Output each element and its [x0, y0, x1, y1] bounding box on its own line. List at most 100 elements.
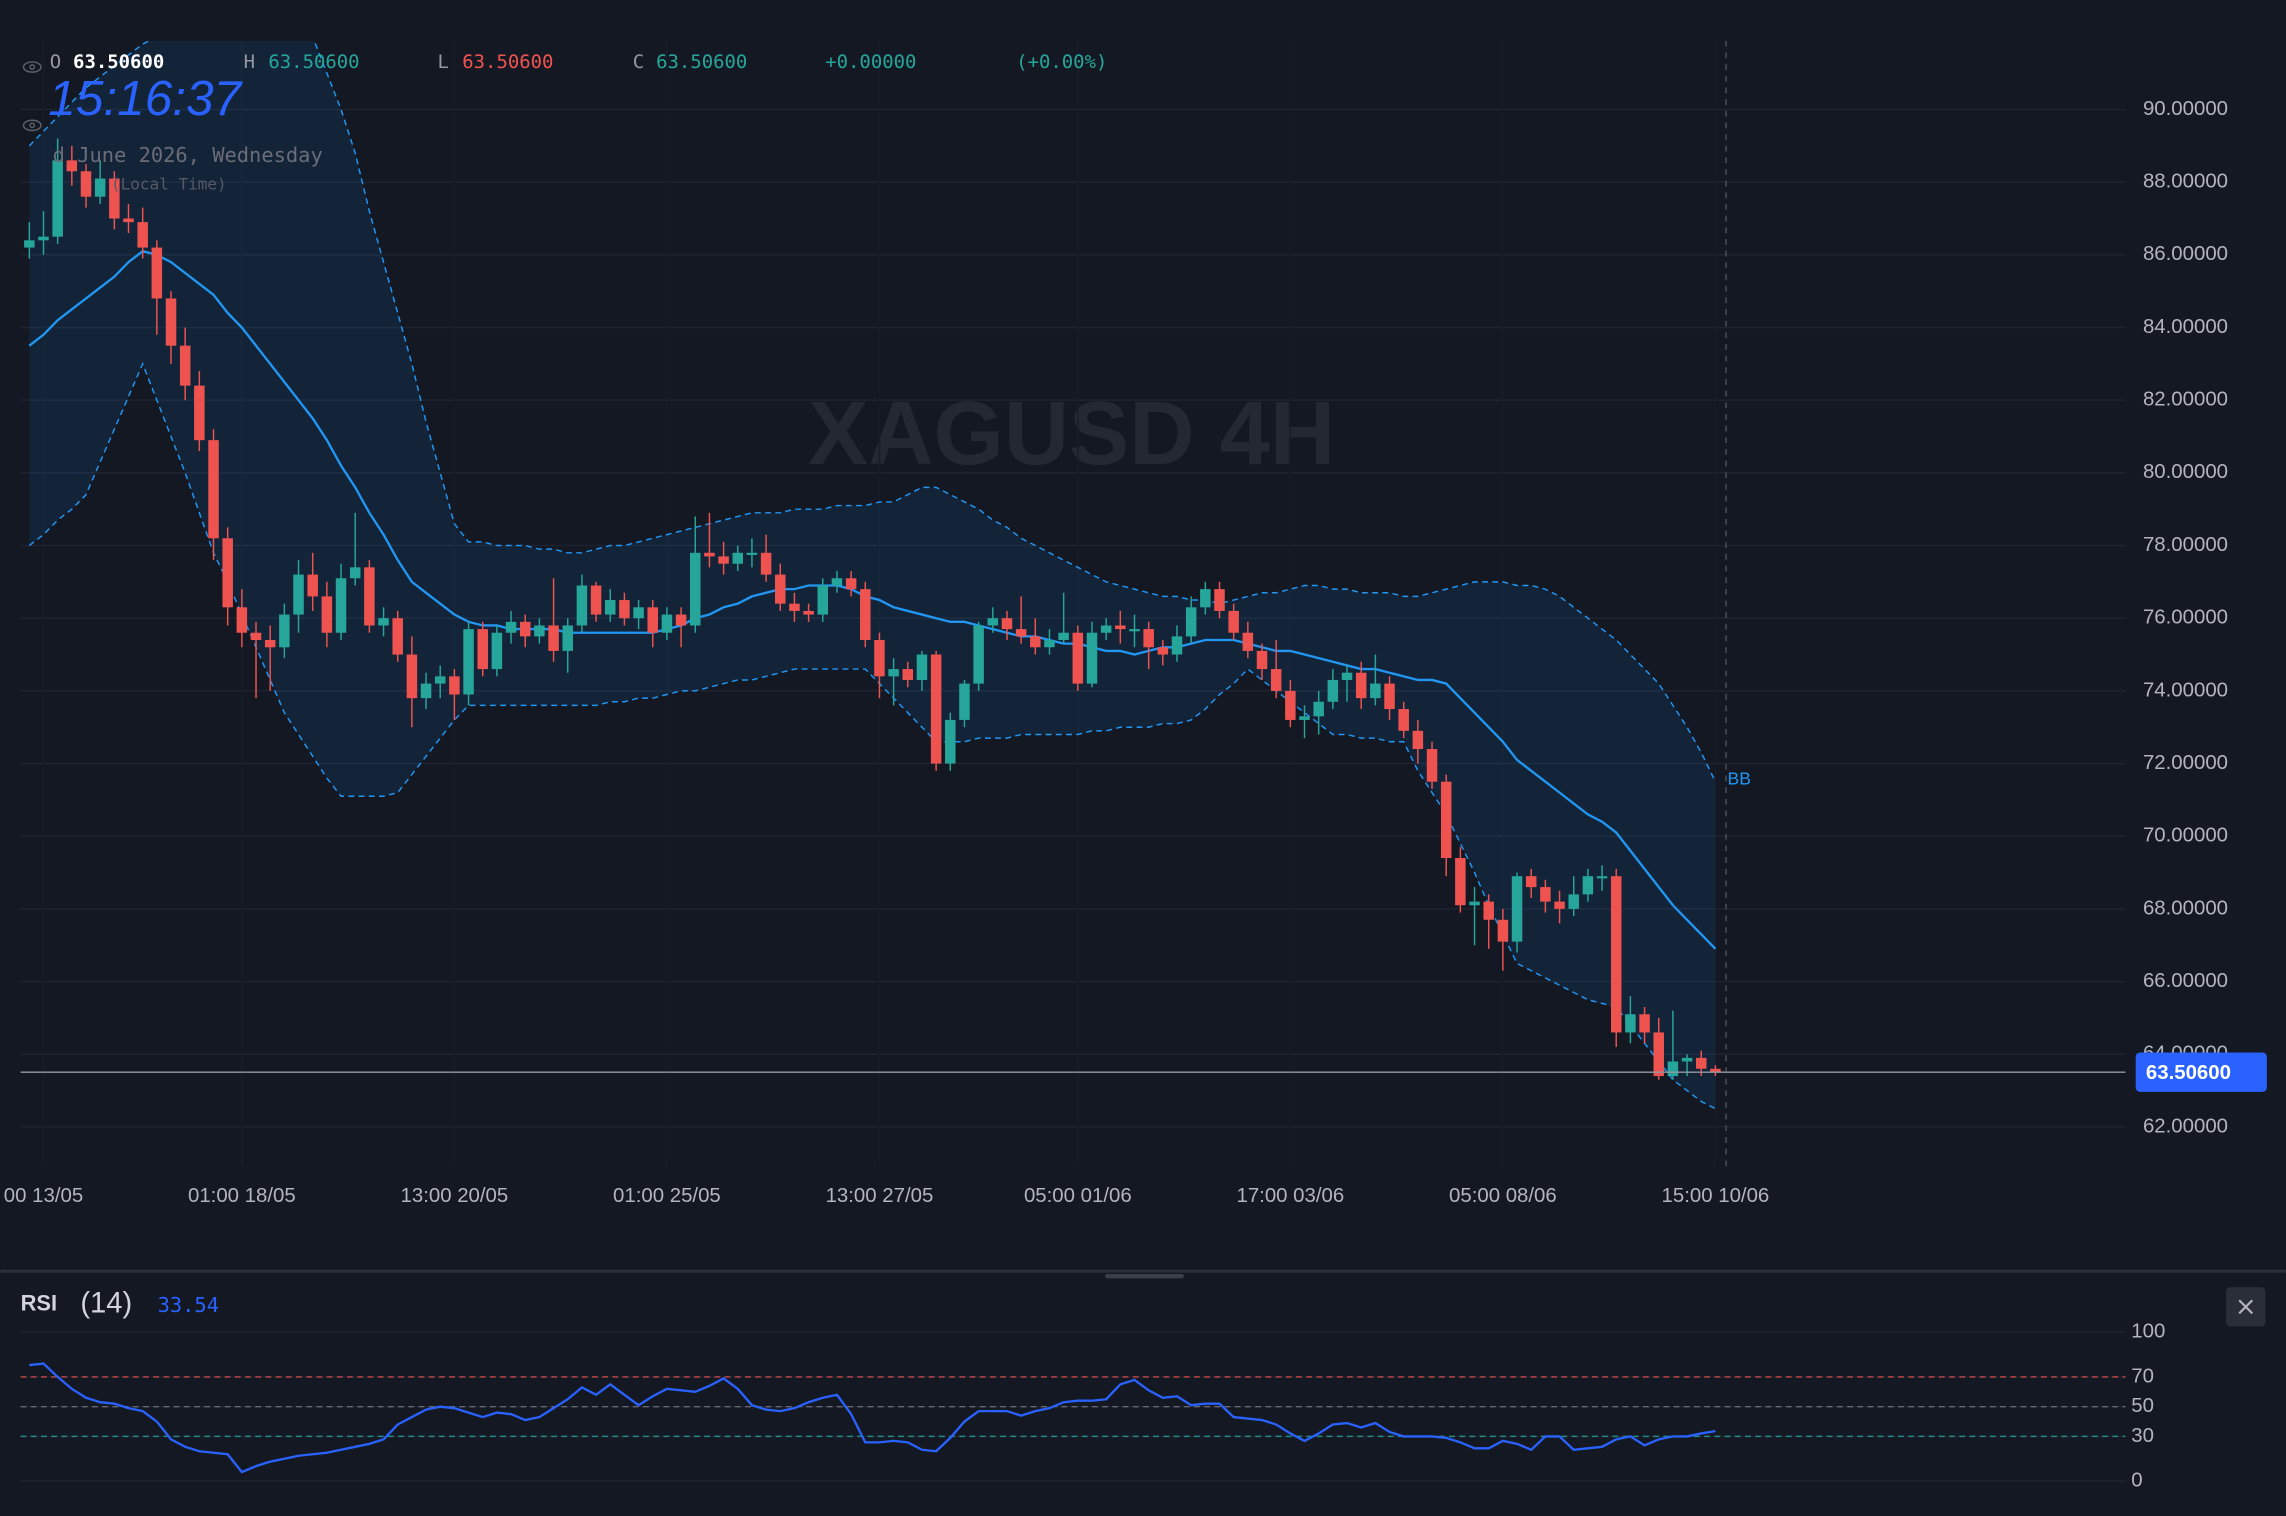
candle-body — [1525, 876, 1537, 888]
candle-body — [661, 614, 673, 633]
candle-body — [746, 552, 758, 555]
candle-body — [1398, 709, 1409, 731]
candle-body — [1596, 876, 1608, 879]
candle-body — [1100, 625, 1112, 633]
candle-body — [845, 578, 857, 590]
candle-body — [1058, 632, 1069, 641]
candle-body — [250, 632, 262, 641]
candle-body — [264, 640, 276, 648]
candle-body — [434, 676, 446, 684]
x-tick-label: 05:00 01/06 — [1024, 1185, 1132, 1207]
candle-body — [1270, 669, 1282, 691]
candle-body — [1370, 683, 1381, 699]
y-tick-label: 62.00000 — [2143, 1115, 2228, 1137]
y-tick-label: 80.00000 — [2143, 461, 2228, 483]
candle-body — [1185, 607, 1197, 637]
close-pane-button[interactable] — [2226, 1287, 2266, 1327]
candle-body — [803, 610, 814, 615]
candle-body — [378, 618, 389, 626]
candle-body — [364, 567, 375, 626]
candle-body — [1044, 640, 1055, 648]
candle-body — [690, 552, 701, 626]
clock: 15:16:37 — [48, 70, 243, 126]
candle-body — [222, 538, 233, 608]
candle-body — [789, 603, 800, 611]
high-value: 63.50600 — [268, 51, 359, 73]
candle-body — [449, 676, 460, 695]
candle-body — [1214, 589, 1225, 611]
y-tick-label: 86.00000 — [2143, 243, 2228, 265]
candle-body — [293, 574, 304, 615]
candle-body — [151, 247, 163, 299]
candle-body — [420, 683, 432, 699]
y-tick-label: 84.00000 — [2143, 316, 2228, 338]
candle-body — [831, 578, 843, 586]
candle-body — [321, 596, 333, 633]
candle-body — [1426, 749, 1438, 782]
x-tick-label: 15:00 10/06 — [1662, 1185, 1770, 1207]
candle-body — [1455, 858, 1466, 906]
eye-icon[interactable] — [22, 119, 42, 132]
candle-body — [1086, 632, 1098, 684]
rsi-title: RSI — [21, 1290, 57, 1315]
rsi-tick-label: 30 — [2131, 1425, 2154, 1447]
candle-body — [1129, 629, 1140, 632]
y-tick-label: 68.00000 — [2143, 897, 2228, 919]
pane-resize-handle[interactable] — [1105, 1274, 1184, 1279]
candle-body — [80, 171, 92, 197]
candle-body — [1200, 589, 1211, 608]
candle-body — [137, 222, 148, 248]
open-label: O — [50, 51, 61, 73]
candle-body — [562, 625, 573, 651]
y-tick-label: 90.00000 — [2143, 98, 2228, 120]
candle-body — [208, 440, 219, 539]
candle-body — [1610, 876, 1622, 1033]
candle-body — [491, 632, 503, 670]
candle-body — [1030, 636, 1041, 648]
candle-body — [1171, 636, 1183, 655]
candle-body — [1384, 683, 1395, 710]
candle-body — [860, 589, 871, 641]
candle-body — [675, 614, 687, 626]
candle-body — [1157, 647, 1169, 655]
candle-body — [1355, 672, 1367, 699]
x-tick-label: 13:00 27/05 — [826, 1185, 934, 1207]
header: O 63.50600 H 63.50600 L 63.50600 C 63.50… — [22, 51, 1107, 194]
candle-body — [1469, 901, 1480, 906]
candle-body — [1710, 1068, 1721, 1073]
candle-body — [874, 640, 885, 677]
candle-body — [1625, 1014, 1636, 1033]
y-tick-label: 74.00000 — [2143, 679, 2228, 701]
candle-body — [123, 218, 134, 223]
candle-body — [534, 625, 545, 637]
candle-body — [576, 585, 588, 626]
candle-body — [194, 385, 205, 441]
candle-body — [590, 585, 602, 615]
candle-body — [1313, 701, 1324, 717]
rsi-tick-label: 70 — [2131, 1365, 2154, 1387]
candle-body — [52, 160, 63, 237]
plot-area — [24, 40, 1721, 1110]
candle-body — [392, 618, 403, 655]
x-tick-label: 01:00 25/05 — [613, 1185, 721, 1207]
x-tick-label: 17:00 03/06 — [1236, 1185, 1344, 1207]
y-tick-label: 70.00000 — [2143, 825, 2228, 847]
eye-icon[interactable] — [22, 61, 42, 73]
candle-body — [619, 600, 630, 619]
candle-body — [335, 578, 347, 633]
candle-body — [236, 607, 248, 633]
candle-body — [647, 607, 658, 633]
candle-body — [930, 654, 942, 764]
change-percent: (+0.00%) — [1016, 51, 1107, 73]
candle-body — [1540, 887, 1551, 902]
candle-body — [307, 574, 318, 597]
candle-body — [1327, 679, 1339, 702]
candle-body — [1653, 1032, 1664, 1077]
candle-body — [1299, 716, 1310, 720]
candle-body — [1582, 876, 1594, 895]
candle-body — [987, 618, 999, 626]
candle-body — [505, 621, 517, 633]
candle-body — [349, 567, 361, 579]
x-tick-label: 01:00 18/05 — [188, 1185, 296, 1207]
rsi-tick-label: 100 — [2131, 1321, 2165, 1343]
